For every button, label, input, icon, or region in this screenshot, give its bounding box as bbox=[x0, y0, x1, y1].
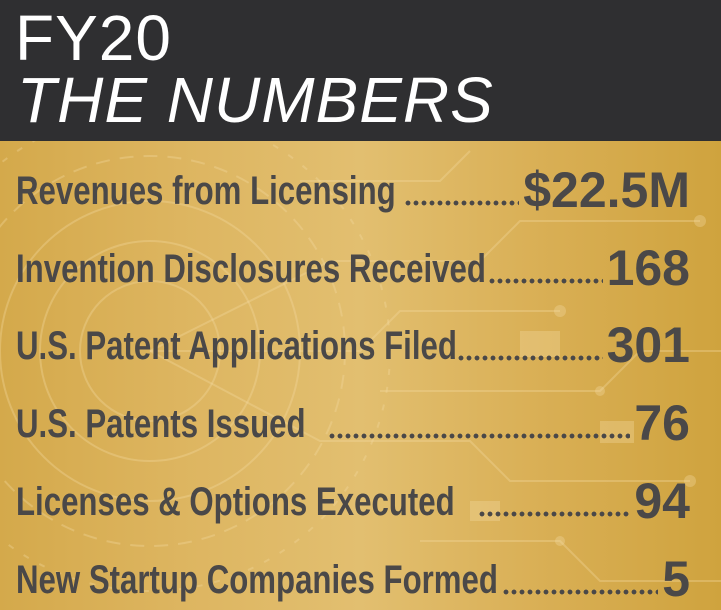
stats-panel: Revenues from Licensing $22.5M Invention… bbox=[0, 141, 721, 610]
stats-list: Revenues from Licensing $22.5M Invention… bbox=[0, 141, 721, 610]
stat-label: Invention Disclosures Received bbox=[16, 247, 486, 291]
stat-value: $22.5M bbox=[523, 162, 690, 218]
stat-value: 301 bbox=[606, 317, 690, 373]
dot-leader bbox=[502, 589, 659, 595]
stat-row-patents-issued: U.S. Patents Issued 76 bbox=[16, 389, 690, 449]
title-fiscal-year: FY20 bbox=[15, 2, 172, 74]
stat-value: 5 bbox=[662, 551, 690, 607]
dot-leader bbox=[457, 355, 603, 361]
stat-value: 76 bbox=[634, 395, 690, 451]
stat-row-disclosures: Invention Disclosures Received 168 bbox=[16, 234, 690, 294]
stat-value: 168 bbox=[606, 240, 690, 296]
header-banner: FY20 THE NUMBERS bbox=[0, 0, 721, 141]
stat-label: Licenses & Options Executed bbox=[16, 480, 455, 524]
stat-label: U.S. Patents Issued bbox=[16, 402, 306, 446]
dot-leader bbox=[488, 278, 603, 284]
dot-leader bbox=[478, 511, 631, 517]
stat-label: Revenues from Licensing bbox=[16, 169, 396, 213]
title-the-numbers: THE NUMBERS bbox=[17, 64, 494, 136]
stat-row-startups: New Startup Companies Formed 5 bbox=[16, 545, 690, 605]
stat-value: 94 bbox=[634, 473, 690, 529]
stat-label: New Startup Companies Formed bbox=[16, 558, 498, 602]
stat-label: U.S. Patent Applications Filed bbox=[16, 324, 457, 368]
dot-leader bbox=[404, 200, 520, 206]
stat-row-licenses-options: Licenses & Options Executed 94 bbox=[16, 467, 690, 527]
dot-leader bbox=[328, 433, 631, 439]
circuit-background-graphic bbox=[0, 141, 721, 592]
stat-row-revenues: Revenues from Licensing $22.5M bbox=[16, 156, 690, 216]
stat-row-patent-applications: U.S. Patent Applications Filed 301 bbox=[16, 311, 690, 371]
